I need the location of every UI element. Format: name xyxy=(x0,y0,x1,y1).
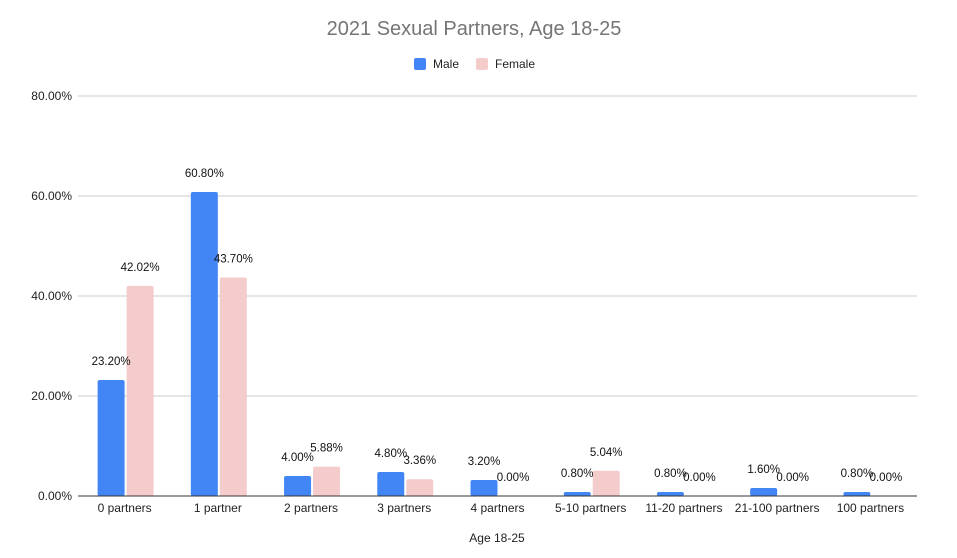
data-label-female: 43.70% xyxy=(214,254,253,266)
legend-swatch-female xyxy=(476,58,488,70)
bar-female xyxy=(313,466,341,496)
data-label-male: 60.80% xyxy=(185,168,224,180)
data-label-male: 23.20% xyxy=(92,356,131,368)
y-tick-label: 60.00% xyxy=(31,189,72,203)
legend-swatch-male xyxy=(414,58,426,70)
data-label-male: 0.80% xyxy=(841,468,874,480)
x-tick-label: 5-10 partners xyxy=(555,501,626,515)
data-label-female: 5.04% xyxy=(590,447,623,459)
bar-female xyxy=(219,277,247,496)
bar-male xyxy=(190,192,218,496)
bar-male xyxy=(284,476,312,496)
x-axis-title: Age 18-25 xyxy=(469,531,525,545)
bar-male xyxy=(750,488,778,496)
data-label-female: 0.00% xyxy=(776,472,809,484)
x-tick-label: 4 partners xyxy=(470,501,524,515)
x-tick-label: 11-20 partners xyxy=(645,501,722,515)
bar-female xyxy=(592,470,620,496)
bar-series xyxy=(97,192,871,496)
bar-male xyxy=(97,380,125,496)
x-tick-label: 21-100 partners xyxy=(735,501,820,515)
data-label-female: 5.88% xyxy=(310,443,343,455)
bar-male xyxy=(843,492,871,496)
data-label-female: 42.02% xyxy=(121,262,160,274)
x-tick-label: 2 partners xyxy=(284,501,338,515)
x-tick-label: 100 partners xyxy=(837,501,904,515)
legend: Male Female xyxy=(414,57,535,71)
bar-male xyxy=(563,492,591,496)
y-tick-label: 40.00% xyxy=(31,289,72,303)
data-label-female: 0.00% xyxy=(870,472,903,484)
y-tick-label: 20.00% xyxy=(31,389,72,403)
y-tick-label: 80.00% xyxy=(31,89,72,103)
data-label-male: 1.60% xyxy=(747,464,780,476)
bar-male xyxy=(377,472,405,496)
data-label-male: 3.20% xyxy=(468,456,501,468)
x-tick-label: 0 partners xyxy=(98,501,152,515)
y-axis-ticks: 0.00% 20.00% 40.00% 60.00% 80.00% xyxy=(31,89,72,503)
bar-female xyxy=(406,479,434,496)
data-label-male: 4.80% xyxy=(374,448,407,460)
legend-label-male: Male xyxy=(433,57,459,71)
bar-male xyxy=(470,480,498,496)
x-axis-categories: 0 partners 1 partner 2 partners 3 partners 4… xyxy=(98,501,904,515)
y-tick-label: 0.00% xyxy=(38,489,72,503)
bar-female xyxy=(126,285,154,496)
data-label-female: 0.00% xyxy=(497,472,530,484)
data-label-male: 0.80% xyxy=(561,468,594,480)
data-labels: 23.20%42.02%60.80%43.70%4.00%5.88% 4.80%3… xyxy=(92,168,903,484)
x-tick-label: 3 partners xyxy=(377,501,431,515)
data-label-female: 3.36% xyxy=(403,455,436,467)
data-label-female: 0.00% xyxy=(683,472,716,484)
legend-label-female: Female xyxy=(495,57,535,71)
data-label-male: 4.00% xyxy=(281,452,314,464)
chart-title: 2021 Sexual Partners, Age 18-25 xyxy=(327,18,622,40)
bar-male xyxy=(656,492,684,496)
data-label-male: 0.80% xyxy=(654,468,687,480)
x-tick-label: 1 partner xyxy=(194,501,242,515)
